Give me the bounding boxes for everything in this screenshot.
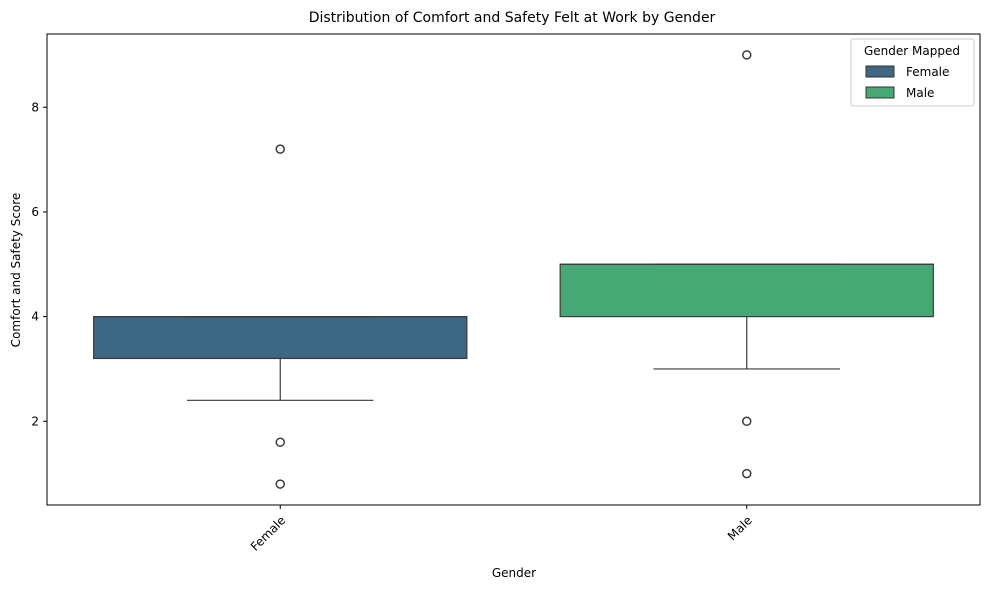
boxes-layer xyxy=(93,50,934,489)
y-tick-label: 8 xyxy=(31,100,39,114)
legend-title: Gender Mapped xyxy=(864,44,960,58)
legend-label-female: Female xyxy=(906,65,949,79)
y-tick-label: 4 xyxy=(31,310,39,324)
x-axis-label: Gender xyxy=(492,566,536,580)
x-tick-label: Female xyxy=(248,513,289,554)
y-tick-label: 6 xyxy=(31,205,39,219)
outlier-point xyxy=(275,437,285,447)
plot-area xyxy=(46,33,981,506)
legend-swatch-male xyxy=(865,86,895,99)
outlier-point xyxy=(275,479,285,489)
legend-label-male: Male xyxy=(906,86,934,100)
y-axis: 2 4 6 8 xyxy=(31,100,47,428)
plot-frame xyxy=(46,33,981,506)
chart-title: Distribution of Comfort and Safety Felt … xyxy=(309,10,716,26)
outlier-point xyxy=(742,416,752,427)
outlier-point xyxy=(275,144,285,154)
box-group-female xyxy=(93,144,468,489)
box-iqr xyxy=(93,316,468,360)
y-axis-label: Comfort and Safety Score xyxy=(9,193,23,348)
box-group-male xyxy=(559,50,934,479)
box-iqr xyxy=(559,263,934,318)
legend-swatch-female xyxy=(865,65,895,78)
outlier-point xyxy=(742,468,752,479)
legend: Gender Mapped Female Male xyxy=(850,38,975,107)
outlier-point xyxy=(742,50,752,60)
y-tick-label: 2 xyxy=(31,414,39,428)
x-tick-label: Male xyxy=(725,513,755,543)
x-axis: Female Male xyxy=(248,505,755,554)
